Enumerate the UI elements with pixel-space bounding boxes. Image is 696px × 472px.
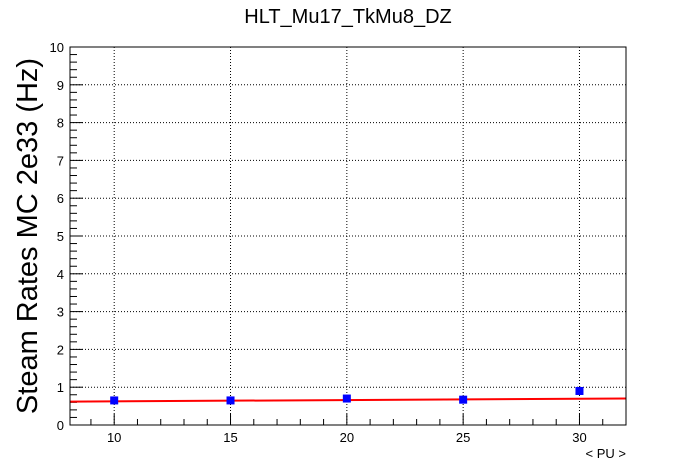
x-tick-labels: 10 15 20 25 30 <box>107 430 587 445</box>
y-axis-label: Steam Rates MC 2e33 (Hz) <box>12 58 44 414</box>
y-tick-label: 5 <box>57 229 64 244</box>
data-point <box>342 394 351 403</box>
x-axis-label: < PU > <box>586 446 626 461</box>
x-tick-label: 10 <box>107 430 121 445</box>
y-tick-label: 0 <box>57 418 64 433</box>
data-point <box>110 396 119 405</box>
y-tick-label: 9 <box>57 78 64 93</box>
x-tick-label: 25 <box>456 430 470 445</box>
y-tick-labels: 0 1 2 3 4 5 6 7 8 9 10 <box>50 40 64 433</box>
data-point <box>459 395 468 404</box>
data-point <box>226 396 235 405</box>
x-tick-label: 20 <box>340 430 354 445</box>
chart-title: HLT_Mu17_TkMu8_DZ <box>244 6 451 28</box>
x-tick-label: 15 <box>223 430 237 445</box>
data-point <box>575 386 584 395</box>
y-tick-label: 8 <box>57 116 64 131</box>
grid <box>70 47 626 425</box>
y-tick-label: 2 <box>57 342 64 357</box>
y-tick-label: 10 <box>50 40 64 55</box>
y-tick-label: 4 <box>57 267 64 282</box>
y-tick-label: 7 <box>57 153 64 168</box>
data-points <box>110 386 584 405</box>
x-tick-label: 30 <box>572 430 586 445</box>
y-tick-label: 6 <box>57 191 64 206</box>
plot-frame <box>69 46 627 426</box>
y-tick-label: 3 <box>57 305 64 320</box>
axis-ticks <box>70 46 627 426</box>
y-tick-label: 1 <box>57 380 64 395</box>
